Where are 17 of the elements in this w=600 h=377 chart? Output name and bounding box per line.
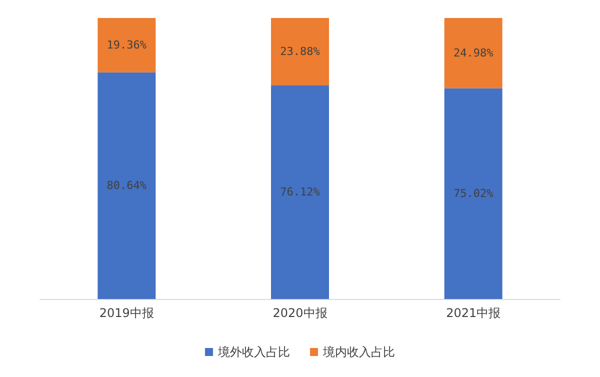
data-label: 75.02% (453, 187, 494, 200)
x-tick-label: 2020中报 (272, 306, 328, 320)
legend-label: 境外收入占比 (217, 345, 290, 359)
x-tick-label: 2021中报 (446, 306, 501, 320)
legend-label: 境内收入占比 (322, 345, 395, 359)
bar (444, 88, 502, 299)
data-label: 76.12% (280, 186, 320, 199)
bar (98, 18, 156, 72)
data-label: 19.36% (106, 38, 147, 52)
bar (271, 18, 329, 86)
data-label: 23.88% (280, 45, 320, 58)
data-label: 80.64% (106, 179, 147, 192)
x-tick-label: 2019中报 (99, 306, 154, 320)
bar (444, 18, 502, 88)
data-label: 24.98% (453, 46, 494, 60)
bar (271, 85, 329, 299)
bar (98, 72, 156, 299)
